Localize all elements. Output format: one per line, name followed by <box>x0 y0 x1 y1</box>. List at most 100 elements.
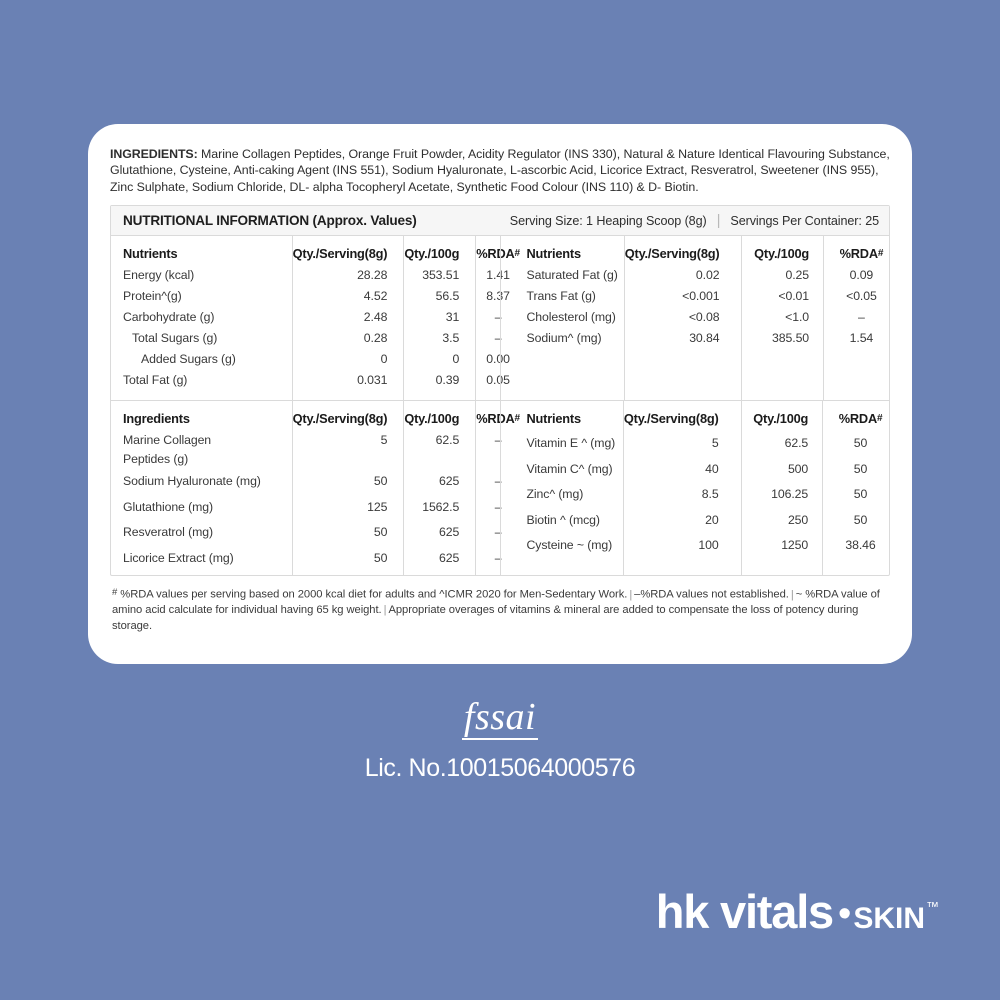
table-cell: 50 <box>853 436 868 451</box>
table-cell: 0.25 <box>785 268 810 283</box>
footnote-separator: | <box>629 588 633 601</box>
nutritional-information-block: NUTRITIONAL INFORMATION (Approx. Values)… <box>110 205 890 577</box>
table-cell: 353.51 <box>422 268 460 283</box>
table-row: Licorice Extract (mg) <box>123 550 234 565</box>
footnote-part-3: ~ %RDA value of amino acid calculate for… <box>112 588 880 617</box>
table-row: Energy (kcal) <box>123 268 195 283</box>
table-row: Protein^(g) <box>123 289 182 304</box>
brand-name: hk vitals <box>655 885 834 938</box>
column-header: %RDA# <box>823 407 898 431</box>
table-row: Total Sugars (g) <box>132 331 218 346</box>
column-rda: %RDA# 50 50 50 50 38.46 <box>822 401 898 576</box>
table-cell-empty <box>625 349 742 370</box>
nutrition-table-2-right: Nutrients Vitamin E ^ (mg) Vitamin C^ (m… <box>499 401 890 576</box>
table-cell: 31 <box>445 310 460 325</box>
column-header-label: %RDA <box>839 246 879 262</box>
table-row: Saturated Fat (g) <box>526 268 618 283</box>
rda-footnote-marker: # <box>514 248 521 260</box>
column-nutrients: Nutrients Energy (kcal) Protein^(g) Carb… <box>111 236 292 400</box>
table-row: Glutathione (mg) <box>123 499 213 514</box>
table-row: Total Fat (g) <box>123 373 188 388</box>
column-header: Qty./100g <box>753 411 809 427</box>
column-ingredients: Ingredients Marine Collagen Peptides (g)… <box>111 401 292 575</box>
table-cell: 3.5 <box>442 331 460 346</box>
table-cell-empty <box>625 370 742 391</box>
table-cell: – <box>858 310 865 325</box>
table-cell: 106.25 <box>771 487 809 502</box>
nutrition-table-2-left: Ingredients Marine Collagen Peptides (g)… <box>111 401 520 576</box>
table-cell: 62.5 <box>435 433 460 448</box>
table-cell: 385.50 <box>772 331 810 346</box>
table-divider <box>111 400 889 402</box>
table-row: Trans Fat (g) <box>526 289 596 304</box>
nutrition-table-1: Nutrients Energy (kcal) Protein^(g) Carb… <box>111 236 890 401</box>
table-cell: 62.5 <box>784 436 809 451</box>
table-cell: 0.00 <box>486 352 510 367</box>
column-qty-per-100g: Qty./100g 62.5 625 1562.5 625 625 <box>403 401 475 576</box>
table-row: Biotin ^ (mcg) <box>526 512 600 527</box>
table-row: Marine Collagen <box>123 433 212 448</box>
table-cell: 28.28 <box>357 268 388 283</box>
table-cell: 38.46 <box>845 538 876 553</box>
fssai-logo: fssai <box>461 696 539 740</box>
table-cell: 0.28 <box>363 331 388 346</box>
column-header: Qty./100g <box>754 246 810 262</box>
table-row-continued: Peptides (g) <box>123 452 189 467</box>
table-cell: 8.5 <box>701 487 719 502</box>
ingredients-heading: INGREDIENTS: <box>110 147 198 161</box>
brand-dot-separator: • <box>838 893 852 935</box>
column-qty-per-100g: Qty./100g 62.5 500 106.25 250 1250 <box>740 401 823 576</box>
table-cell-empty <box>742 370 823 391</box>
column-qty-per-serving: Qty./Serving(8g) 28.28 4.52 2.48 0.28 0 … <box>291 236 404 401</box>
nutrition-label-card: INGREDIENTS: Marine Collagen Peptides, O… <box>88 124 912 664</box>
table-row-empty <box>513 349 624 370</box>
table-cell: 1.54 <box>849 331 874 346</box>
table-cell: 0.39 <box>435 373 460 388</box>
table-cell: 625 <box>439 550 460 565</box>
column-qty-per-serving: Qty./Serving(8g) 0.02 <0.001 <0.08 30.84 <box>623 236 742 401</box>
table-cell: – <box>494 331 502 346</box>
table-cell: <0.08 <box>688 310 720 325</box>
table-cell: 20 <box>705 512 719 527</box>
column-nutrients: Nutrients Vitamin E ^ (mg) Vitamin C^ (m… <box>501 401 623 575</box>
table-cell: 50 <box>373 550 388 565</box>
table-cell-empty <box>293 450 404 469</box>
table-cell: – <box>494 499 502 514</box>
table-row: Carbohydrate (g) <box>123 310 215 325</box>
rda-footnote-marker: # <box>877 413 883 425</box>
table-cell: 0.09 <box>849 268 874 283</box>
nutrition-table-1-right: Nutrients Saturated Fat (g) Trans Fat (g… <box>499 236 890 401</box>
table-row: Added Sugars (g) <box>141 352 236 367</box>
table-cell: <0.05 <box>846 289 877 304</box>
servings-per-container-text: Servings Per Container: 25 <box>730 213 879 228</box>
footnote-marker: # <box>112 587 118 599</box>
footnote-separator: | <box>790 588 794 601</box>
table-cell: 56.5 <box>435 289 460 304</box>
table-row: Resveratrol (mg) <box>123 525 213 540</box>
table-cell: <0.01 <box>778 289 810 304</box>
table-cell: 100 <box>698 538 719 553</box>
column-header: %RDA# <box>476 243 520 265</box>
column-qty-per-100g: Qty./100g 0.25 <0.01 <1.0 385.50 <box>741 236 823 401</box>
table-cell: <0.001 <box>682 289 720 304</box>
table-row: Zinc^ (mg) <box>526 487 584 502</box>
brand-logo: hk vitals • SKIN ™ <box>655 885 939 938</box>
table-cell: 50 <box>853 512 868 527</box>
fssai-license-number: Lic. No.10015064000576 <box>364 754 636 782</box>
table-cell: – <box>494 550 502 565</box>
table-cell: – <box>494 310 502 325</box>
table-cell: 8.37 <box>486 289 510 304</box>
nutrition-table-2: Ingredients Marine Collagen Peptides (g)… <box>111 401 890 576</box>
table-cell: 2.48 <box>363 310 388 325</box>
footnote-part-1: %RDA values per serving based on 2000 kc… <box>120 588 628 601</box>
table-cell: 250 <box>787 512 809 527</box>
footnote-part-4: Appropriate overages of vitamins & miner… <box>112 604 859 632</box>
table-cell-empty <box>404 450 475 469</box>
table-row: Sodium Hyaluronate (mg) <box>123 474 261 489</box>
table-cell: 125 <box>367 499 388 514</box>
table-cell: 1250 <box>781 538 809 553</box>
column-nutrients: Nutrients Saturated Fat (g) Trans Fat (g… <box>501 236 624 400</box>
column-header-label: %RDA <box>838 411 878 427</box>
column-rda: %RDA# 0.09 <0.05 – 1.54 <box>823 236 899 401</box>
column-header-label: %RDA <box>476 411 515 427</box>
